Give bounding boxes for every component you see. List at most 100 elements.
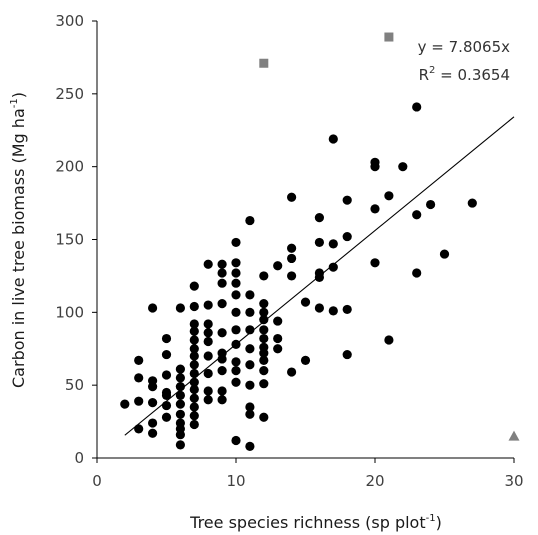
data-point — [287, 243, 297, 253]
outlier-square-point — [259, 58, 269, 68]
data-point — [287, 192, 297, 202]
data-point — [328, 134, 338, 144]
y-axis-title: Carbon in live tree biomass (Mg ha-1) — [9, 92, 28, 388]
data-point — [287, 253, 297, 264]
data-point — [203, 395, 213, 405]
data-point — [148, 398, 158, 408]
data-point — [175, 399, 185, 409]
tick-labels: 0 50 100 150 200 250 300 0 10 20 30 — [55, 12, 523, 490]
data-point — [203, 328, 213, 338]
data-point — [245, 402, 255, 412]
data-point — [245, 380, 255, 390]
data-point — [189, 368, 199, 379]
data-point — [259, 355, 269, 366]
data-point — [189, 281, 199, 291]
outlier-triangle-point — [508, 430, 520, 441]
data-point — [342, 304, 352, 315]
data-point — [314, 237, 324, 248]
data-point — [328, 306, 338, 316]
data-point — [245, 360, 255, 370]
data-point — [148, 303, 158, 313]
y-tick-label: 0 — [74, 449, 84, 467]
data-point — [245, 325, 255, 335]
data-point — [231, 325, 241, 335]
data-point — [245, 215, 255, 226]
data-point — [384, 191, 394, 201]
data-point — [384, 335, 394, 345]
data-point — [148, 428, 158, 438]
data-point — [245, 307, 255, 317]
data-point — [189, 301, 199, 312]
data-point — [189, 393, 199, 403]
data-point — [314, 213, 324, 223]
data-point — [231, 237, 241, 248]
data-point — [259, 325, 269, 335]
data-point — [189, 411, 199, 421]
data-point — [426, 199, 436, 210]
data-point — [342, 349, 352, 360]
data-point — [217, 328, 227, 338]
data-point — [412, 210, 422, 220]
data-point — [217, 298, 227, 309]
data-points — [120, 32, 520, 451]
data-point — [259, 333, 269, 344]
data-point — [273, 261, 283, 271]
data-point — [217, 395, 227, 405]
y-axis-title-sup: -1 — [9, 98, 20, 108]
data-point — [412, 268, 422, 278]
x-axis-title: Tree species richness (sp plot-1) — [189, 513, 442, 532]
y-axis-title-close: ) — [9, 92, 28, 98]
data-point — [259, 412, 269, 422]
x-tick-label: 0 — [92, 472, 102, 490]
data-point — [189, 360, 199, 370]
data-point — [134, 424, 144, 434]
data-point — [203, 351, 213, 361]
data-point — [161, 333, 172, 344]
data-point — [328, 262, 338, 272]
data-point — [203, 386, 213, 396]
regression-equation: y = 7.8065x — [418, 38, 510, 56]
data-point — [259, 298, 269, 309]
data-point — [259, 315, 269, 325]
data-point — [148, 418, 158, 428]
data-point — [342, 195, 352, 205]
data-point — [217, 268, 227, 278]
data-point — [259, 366, 269, 376]
r-squared-prefix: R — [419, 66, 429, 84]
data-point — [231, 377, 241, 387]
y-axis-title-text: Carbon in live tree biomass (Mg ha — [9, 108, 28, 388]
data-point — [175, 418, 185, 428]
data-point — [273, 316, 283, 326]
data-point — [231, 307, 241, 317]
data-point — [134, 396, 144, 406]
data-point — [231, 366, 241, 376]
data-point — [161, 349, 172, 360]
data-point — [370, 204, 380, 214]
data-point — [273, 344, 283, 354]
data-point — [370, 258, 380, 268]
data-point — [203, 336, 213, 347]
data-point — [398, 162, 408, 172]
data-point — [189, 326, 199, 336]
data-point — [189, 344, 199, 354]
r-squared-sup: 2 — [429, 65, 435, 76]
x-axis-title-close: ) — [436, 513, 442, 532]
r-squared-value: = 0.3654 — [435, 66, 510, 84]
y-tick-label: 200 — [55, 158, 84, 176]
data-point — [134, 355, 144, 366]
x-tick-label: 20 — [365, 472, 384, 490]
data-point — [231, 290, 241, 300]
data-point — [287, 367, 297, 377]
data-point — [217, 278, 227, 288]
y-tick-label: 50 — [65, 376, 84, 394]
data-point — [203, 300, 213, 310]
data-point — [342, 231, 352, 242]
data-point — [203, 259, 213, 269]
data-point — [203, 319, 213, 329]
data-point — [259, 342, 269, 352]
data-point — [217, 259, 227, 269]
data-point — [189, 335, 199, 345]
data-point — [231, 435, 241, 446]
data-point — [300, 297, 311, 307]
